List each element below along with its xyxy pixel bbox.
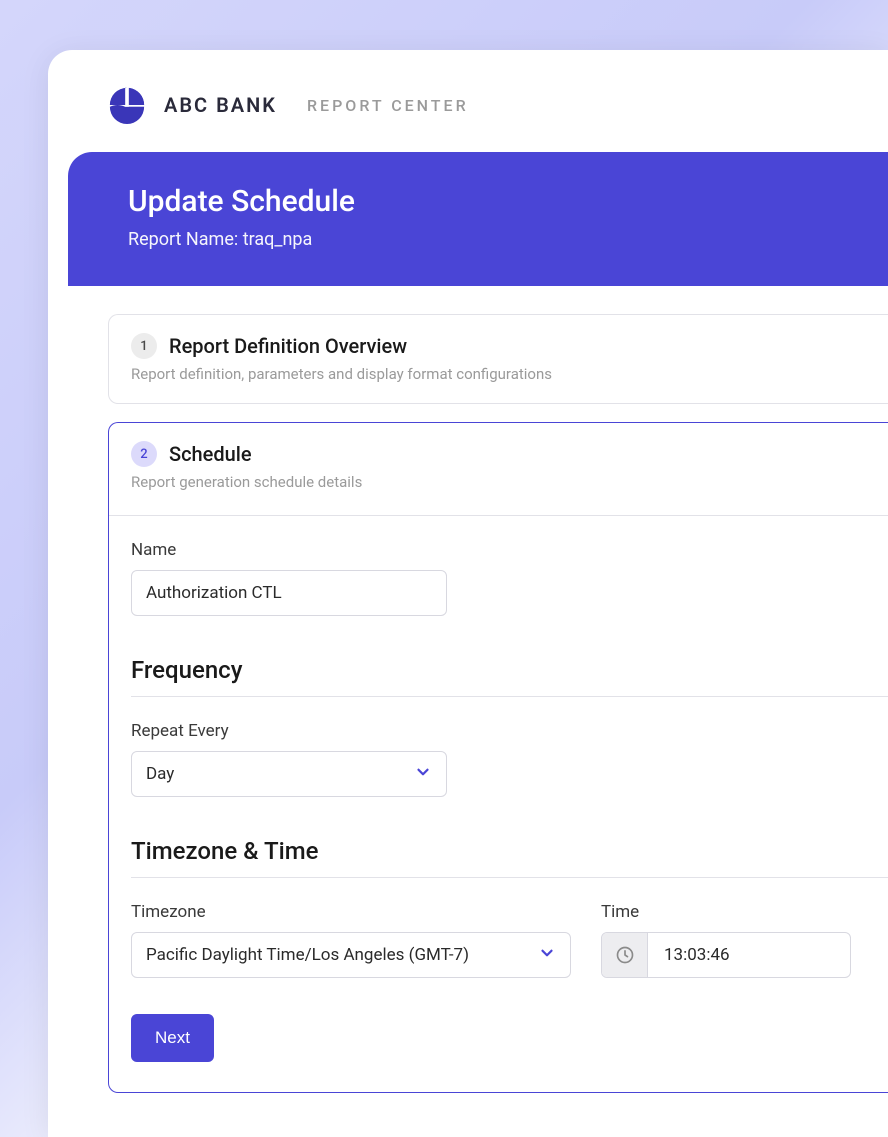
step-description: Report generation schedule details bbox=[131, 473, 866, 491]
frequency-section-title: Frequency bbox=[131, 656, 888, 697]
timezone-select[interactable]: Pacific Daylight Time/Los Angeles (GMT-7… bbox=[131, 932, 571, 978]
brand-name: ABC BANK bbox=[164, 93, 277, 117]
repeat-label: Repeat Every bbox=[131, 721, 866, 741]
report-name: traq_npa bbox=[243, 229, 313, 250]
app-section: REPORT CENTER bbox=[307, 96, 469, 115]
chevron-down-icon bbox=[538, 944, 556, 967]
step-description: Report definition, parameters and displa… bbox=[131, 365, 866, 383]
app-card: ABC BANK REPORT CENTER Update Schedule R… bbox=[48, 50, 888, 1137]
step-report-definition[interactable]: 1 Report Definition Overview Report defi… bbox=[108, 314, 888, 404]
step-title: Schedule bbox=[169, 442, 252, 466]
repeat-select[interactable]: Day bbox=[131, 751, 447, 797]
timezone-label: Timezone bbox=[131, 902, 571, 922]
page-title: Update Schedule bbox=[128, 184, 828, 219]
page-subtitle: Report Name: traq_npa bbox=[128, 229, 828, 250]
topbar: ABC BANK REPORT CENTER bbox=[48, 50, 888, 152]
page-header: Update Schedule Report Name: traq_npa bbox=[68, 152, 888, 286]
name-input[interactable]: Authorization CTL bbox=[131, 570, 447, 616]
repeat-value: Day bbox=[146, 764, 174, 784]
time-label: Time bbox=[601, 902, 851, 922]
timezone-value: Pacific Daylight Time/Los Angeles (GMT-7… bbox=[146, 945, 469, 965]
step-title: Report Definition Overview bbox=[169, 334, 407, 358]
time-value: 13:03:46 bbox=[648, 945, 746, 965]
step-header: 2 Schedule bbox=[131, 441, 866, 467]
tztime-section-title: Timezone & Time bbox=[131, 837, 888, 878]
time-field-block: Time 13:03:46 bbox=[601, 902, 851, 978]
time-input[interactable]: 13:03:46 bbox=[601, 932, 851, 978]
chevron-down-icon bbox=[414, 763, 432, 786]
step-schedule: 2 Schedule Report generation schedule de… bbox=[108, 422, 888, 1093]
step-header: 1 Report Definition Overview bbox=[131, 333, 866, 359]
brand-logo-icon bbox=[108, 86, 146, 124]
next-button[interactable]: Next bbox=[131, 1014, 214, 1062]
timezone-field-block: Timezone Pacific Daylight Time/Los Angel… bbox=[131, 902, 571, 978]
tz-time-row: Timezone Pacific Daylight Time/Los Angel… bbox=[131, 902, 866, 978]
step-number-badge: 2 bbox=[131, 441, 157, 467]
repeat-field-block: Repeat Every Day bbox=[131, 697, 866, 797]
name-field-block: Name Authorization CTL bbox=[131, 516, 866, 616]
form-body: 1 Report Definition Overview Report defi… bbox=[48, 286, 888, 1093]
step-number-badge: 1 bbox=[131, 333, 157, 359]
subtitle-prefix: Report Name: bbox=[128, 229, 238, 250]
name-input-value: Authorization CTL bbox=[146, 583, 282, 603]
name-label: Name bbox=[131, 540, 866, 560]
clock-icon bbox=[602, 932, 648, 978]
